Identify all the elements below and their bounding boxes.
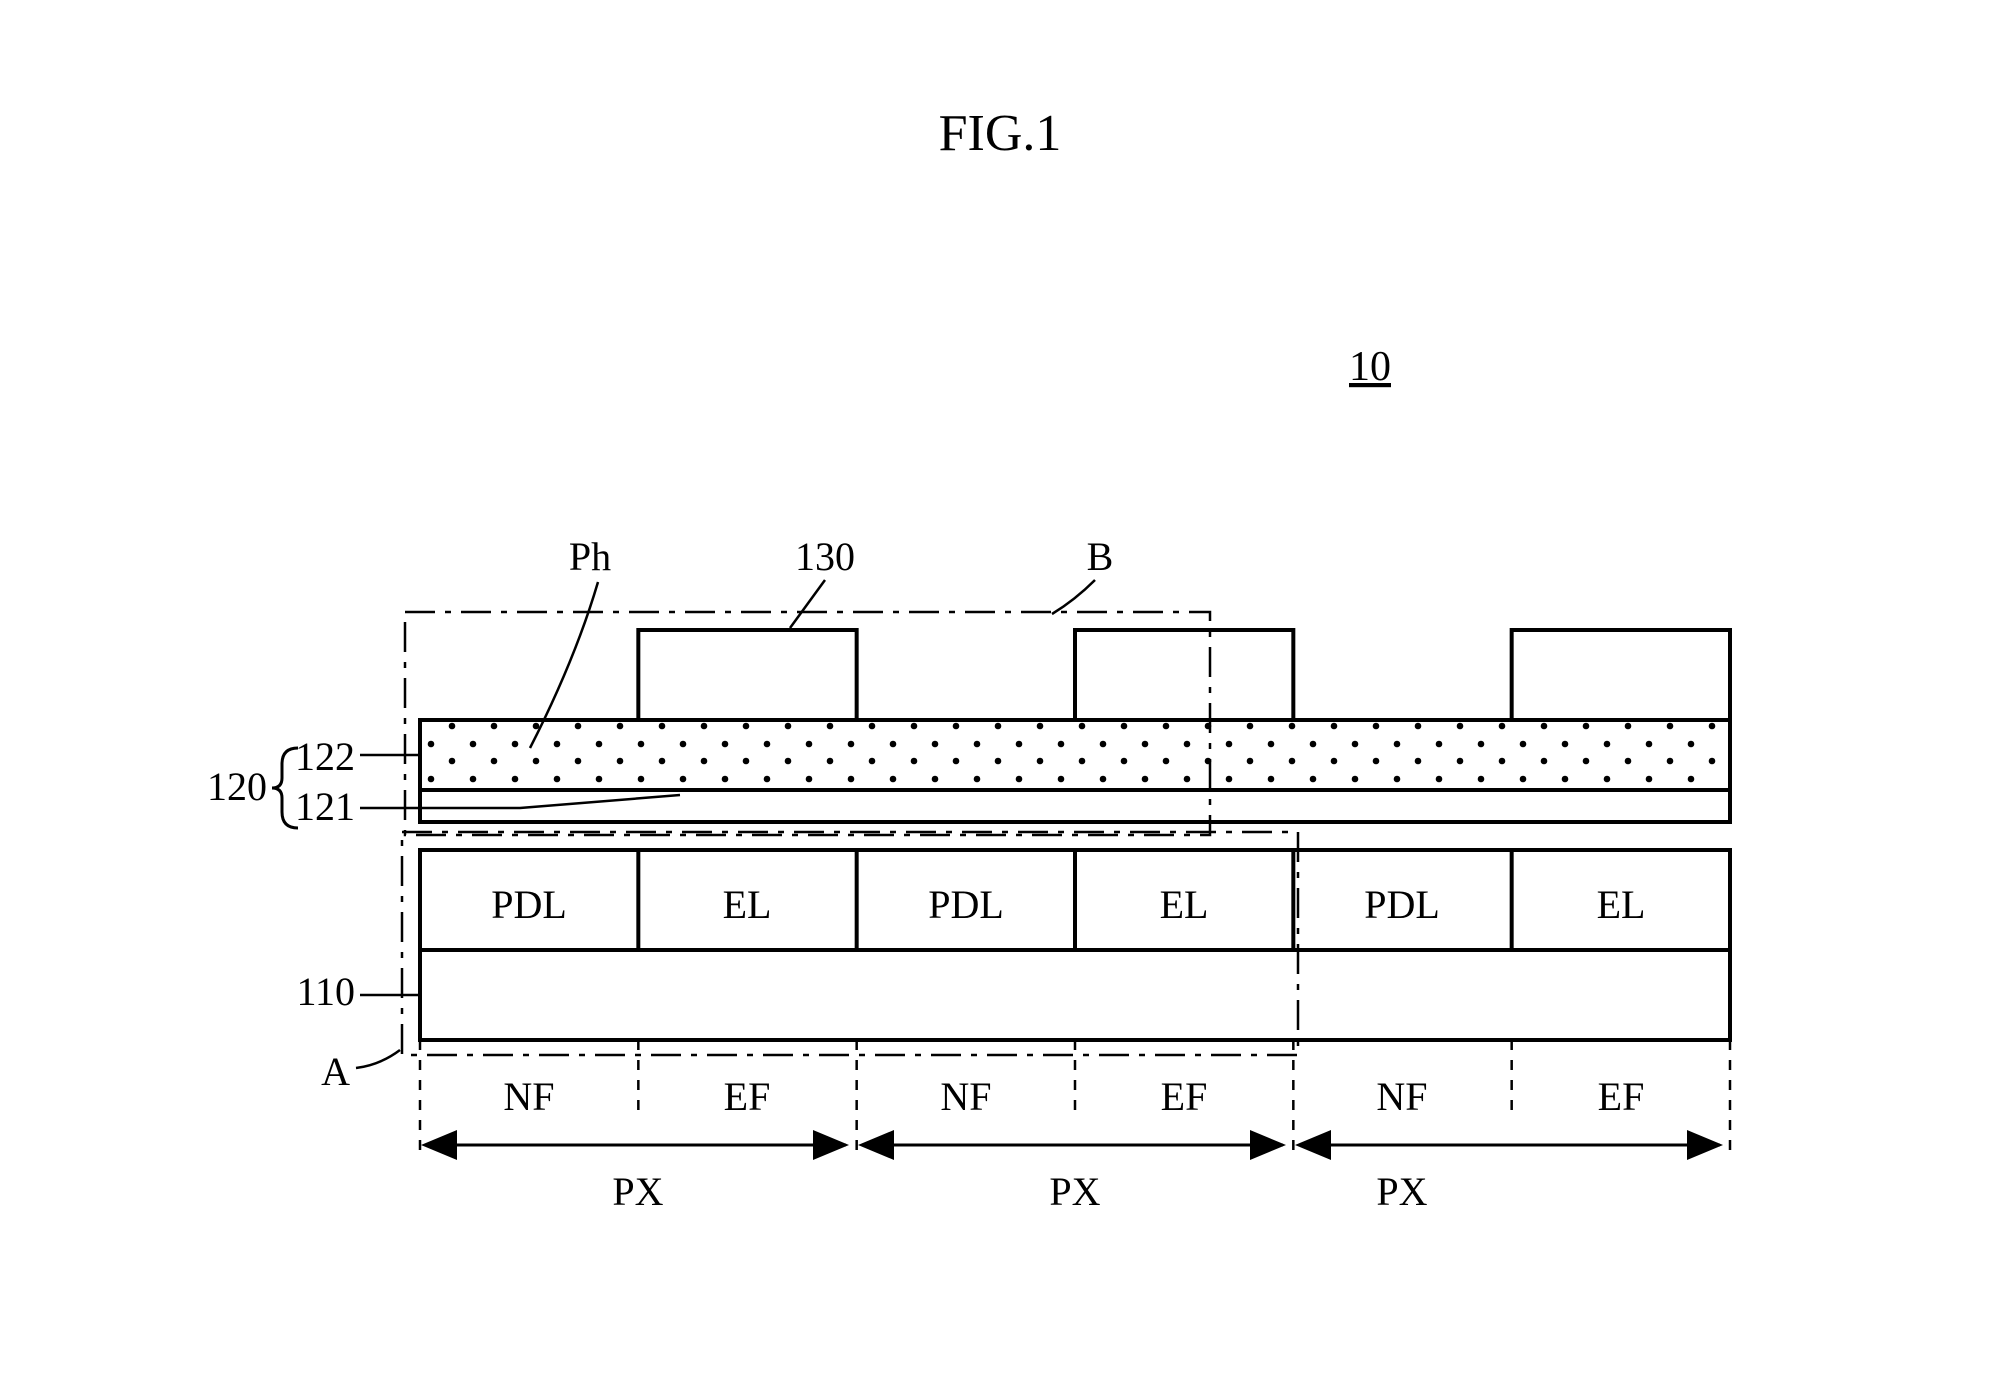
cell-el-2: EL	[1160, 882, 1209, 927]
leader-A	[356, 1050, 400, 1068]
cell-nf-1: NF	[503, 1074, 554, 1119]
label-A: A	[321, 1049, 350, 1094]
layer-110	[420, 950, 1730, 1040]
figure-title: FIG.1	[939, 105, 1062, 162]
column-guides	[420, 1040, 1730, 1155]
cell-pdl-3: PDL	[1364, 882, 1440, 927]
label-122: 122	[295, 734, 355, 779]
cell-pdl-2: PDL	[928, 882, 1004, 927]
px-2: PX	[1049, 1169, 1100, 1214]
cell-pdl-1: PDL	[491, 882, 567, 927]
ref-number: 10	[1349, 344, 1391, 390]
label-121: 121	[295, 784, 355, 829]
px-labels: PX PX PX	[612, 1169, 1427, 1214]
leader-130	[790, 580, 825, 628]
label-130: 130	[795, 534, 855, 579]
layer-130-blocks	[638, 630, 1730, 720]
cell-ef-3: EF	[1598, 1074, 1645, 1119]
cell-ef-2: EF	[1161, 1074, 1208, 1119]
leader-B	[1052, 580, 1095, 614]
cell-nf-2: NF	[940, 1074, 991, 1119]
label-120: 120	[207, 764, 267, 809]
layer-122	[420, 720, 1730, 790]
box-A	[402, 832, 1298, 1055]
label-110: 110	[296, 969, 355, 1014]
cell-el-1: EL	[723, 882, 772, 927]
leader-121	[360, 795, 680, 808]
cell-el-3: EL	[1597, 882, 1646, 927]
layer-121	[420, 790, 1730, 822]
layer2-row: PDL EL PDL EL PDL EL	[420, 850, 1730, 950]
cell-nf-3: NF	[1376, 1074, 1427, 1119]
label-Ph: Ph	[569, 534, 611, 579]
cell-ef-1: EF	[724, 1074, 771, 1119]
px-3: PX	[1376, 1169, 1427, 1214]
px-1: PX	[612, 1169, 663, 1214]
label-B: B	[1087, 534, 1114, 579]
